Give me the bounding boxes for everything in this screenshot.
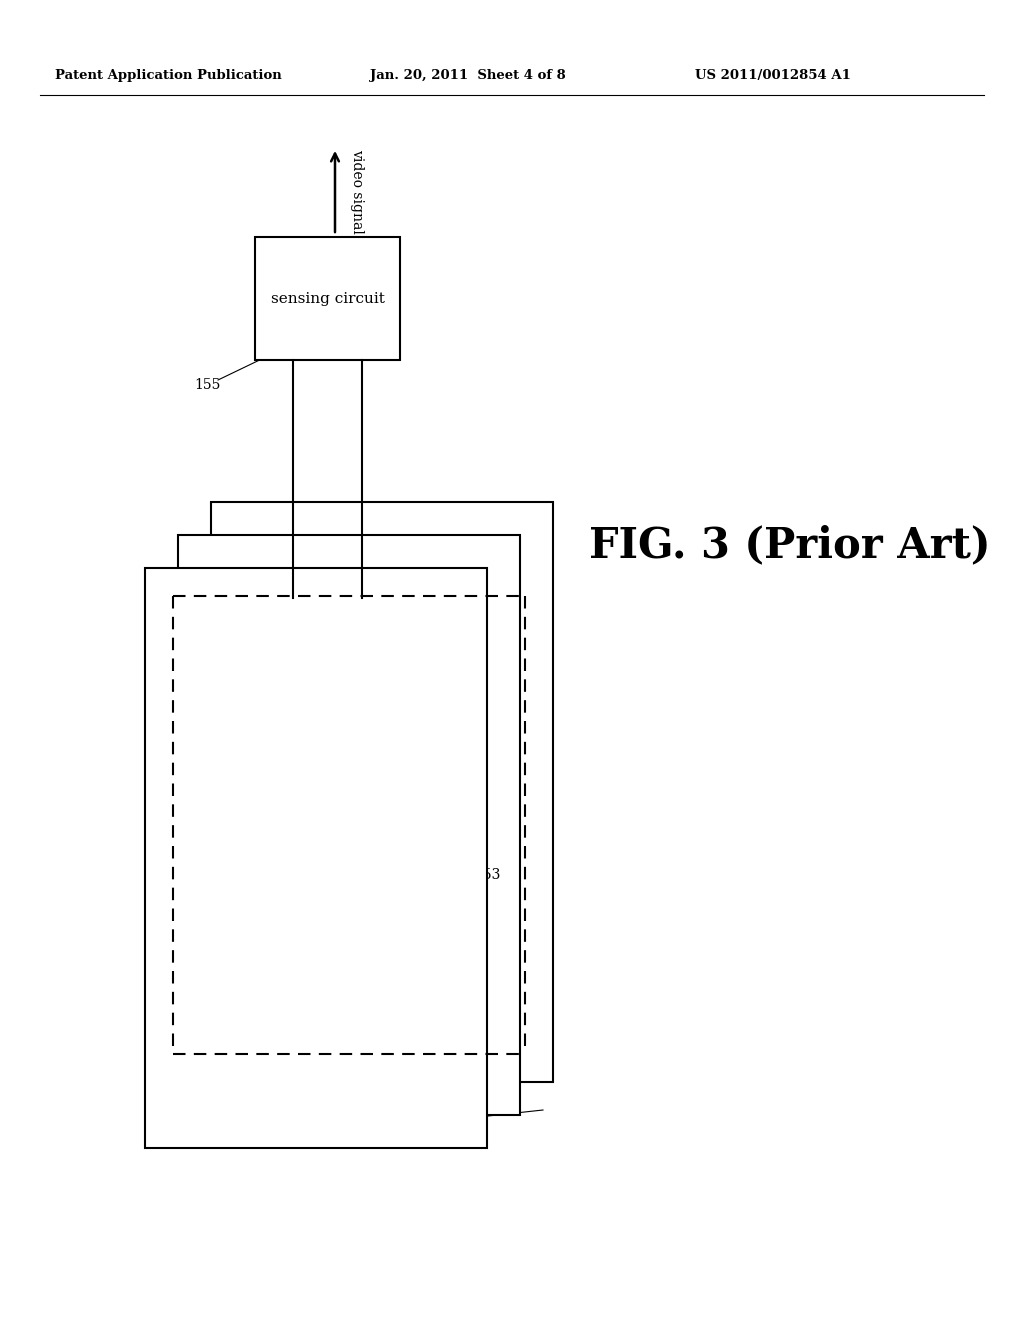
Text: Jan. 20, 2011  Sheet 4 of 8: Jan. 20, 2011 Sheet 4 of 8 [370, 69, 565, 82]
Bar [211, 502, 553, 1082]
Text: video signal: video signal [350, 149, 364, 234]
Text: 155: 155 [195, 378, 221, 392]
Text: US 2011/0012854 A1: US 2011/0012854 A1 [695, 69, 851, 82]
Bar [145, 568, 487, 1148]
Text: Patent Application Publication: Patent Application Publication [55, 69, 282, 82]
Text: 152: 152 [415, 1123, 441, 1137]
Bar [211, 502, 553, 1082]
Text: 153: 153 [475, 869, 501, 882]
Bar [145, 568, 487, 1148]
Text: 151: 151 [169, 813, 196, 828]
Text: sensing circuit: sensing circuit [270, 292, 384, 305]
Bar [255, 238, 400, 360]
Bar [178, 535, 520, 1115]
Text: FIG. 3 (Prior Art): FIG. 3 (Prior Art) [589, 524, 991, 566]
Bar [178, 535, 520, 1115]
